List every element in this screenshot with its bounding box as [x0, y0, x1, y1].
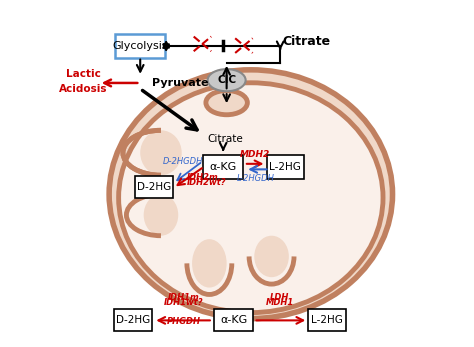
- Text: L-2HG: L-2HG: [269, 162, 301, 171]
- Text: IDH1m: IDH1m: [167, 293, 199, 302]
- Text: α-KG: α-KG: [220, 315, 247, 325]
- Text: IDH2wt?: IDH2wt?: [187, 178, 227, 187]
- Text: Glycolysis: Glycolysis: [112, 41, 168, 51]
- Ellipse shape: [144, 194, 178, 236]
- Text: CIC: CIC: [217, 75, 236, 85]
- Ellipse shape: [118, 83, 383, 313]
- Text: L-2HG: L-2HG: [311, 315, 343, 325]
- Ellipse shape: [208, 69, 246, 91]
- Text: IDH2m: IDH2m: [187, 173, 219, 182]
- Ellipse shape: [206, 91, 247, 115]
- FancyBboxPatch shape: [203, 155, 243, 178]
- Ellipse shape: [109, 70, 392, 319]
- FancyBboxPatch shape: [50, 0, 424, 347]
- Text: IDH1wt?: IDH1wt?: [164, 298, 203, 306]
- Ellipse shape: [140, 130, 182, 175]
- Text: α-KG: α-KG: [210, 162, 237, 171]
- Text: Citrate: Citrate: [282, 35, 330, 48]
- Text: MDH1: MDH1: [265, 298, 293, 306]
- Text: D-2HG: D-2HG: [137, 182, 171, 192]
- Text: Acidosis: Acidosis: [59, 84, 108, 94]
- FancyBboxPatch shape: [135, 176, 173, 198]
- FancyBboxPatch shape: [115, 309, 152, 331]
- Text: Pyruvate: Pyruvate: [152, 78, 209, 88]
- FancyBboxPatch shape: [308, 309, 346, 331]
- FancyBboxPatch shape: [214, 309, 253, 331]
- Text: D-2HG: D-2HG: [116, 315, 150, 325]
- Ellipse shape: [192, 239, 227, 288]
- FancyBboxPatch shape: [115, 34, 165, 58]
- Text: D-2HGDH: D-2HGDH: [163, 157, 204, 166]
- Text: Citrate: Citrate: [208, 134, 243, 144]
- Text: PHGDH: PHGDH: [166, 317, 201, 326]
- Text: Lactic: Lactic: [66, 69, 100, 79]
- Ellipse shape: [254, 236, 289, 277]
- FancyBboxPatch shape: [266, 155, 304, 178]
- Text: L-2HGDH: L-2HGDH: [237, 174, 274, 183]
- Text: LDH: LDH: [270, 293, 289, 302]
- Text: MDH2: MDH2: [240, 150, 271, 159]
